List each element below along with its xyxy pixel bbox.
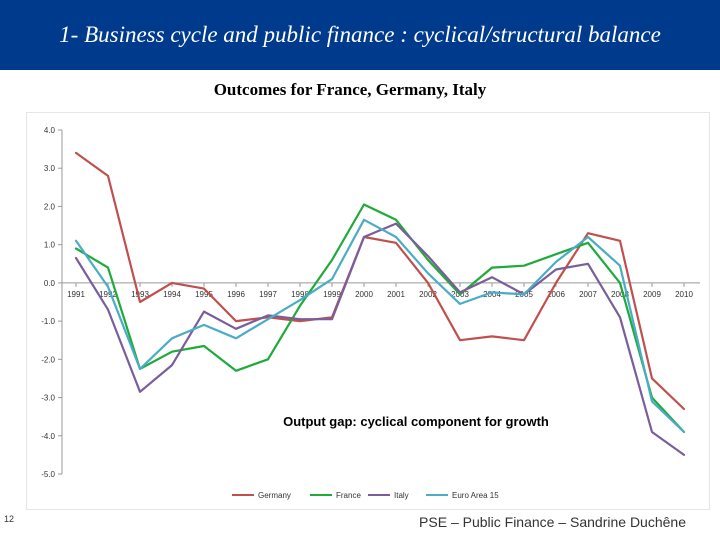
y-tick-label: -4.0 (41, 432, 55, 441)
series-line-euro-area-15 (74, 218, 686, 434)
output-gap-chart: 4.0 3.0 2.0 1.0 0.0 -1.0 -2.0 -3.0 -4.0 -5.0 1991 1… (41, 126, 700, 500)
chart-frame (26, 112, 710, 510)
legend-entry: Euro Area 15 (452, 491, 499, 500)
x-tick-label: 1993 (131, 290, 149, 299)
x-tick-label: 1998 (291, 290, 309, 299)
chart-title: Output gap: cyclical component for growt… (283, 414, 549, 429)
x-tick-label: 2010 (675, 290, 693, 299)
slide-title: 1- Business cycle and public finance : c… (59, 22, 661, 47)
x-tick-label: 2001 (387, 290, 405, 299)
slide-header: 1- Business cycle and public finance : c… (0, 0, 720, 70)
x-tick-label: 1991 (67, 290, 85, 299)
y-tick-label: -2.0 (41, 355, 55, 364)
x-tick-label: 2009 (643, 290, 661, 299)
x-tick-label: 2008 (611, 290, 629, 299)
legend-entry: France (336, 491, 361, 500)
x-tick-label: 2007 (579, 290, 597, 299)
y-tick-label: 0.0 (44, 279, 56, 288)
x-tick-label: 1996 (227, 290, 245, 299)
y-tick-label: 4.0 (44, 126, 56, 135)
slide-subtitle: Outcomes for France, Germany, Italy (213, 80, 487, 99)
y-tick-label: 3.0 (44, 164, 56, 173)
series-line-france (74, 203, 686, 434)
series-line-germany (74, 151, 686, 411)
page-number: 12 (4, 514, 15, 524)
x-tick-label: 1995 (195, 290, 213, 299)
x-tick-label: 1999 (323, 290, 341, 299)
y-tick-label: -5.0 (41, 470, 55, 479)
x-tick-label: 1992 (99, 290, 117, 299)
x-tick-label: 2000 (355, 290, 373, 299)
y-tick-label: -1.0 (41, 317, 55, 326)
x-tick-label: 2006 (547, 290, 565, 299)
legend-entry: Germany (258, 491, 291, 500)
legend-entry: Italy (394, 491, 409, 500)
series-line-italy (74, 222, 686, 456)
y-tick-label: -3.0 (41, 394, 55, 403)
y-tick-label: 1.0 (44, 241, 56, 250)
y-tick-label: 2.0 (44, 202, 56, 211)
x-tick-label: 1994 (163, 290, 181, 299)
x-tick-label: 2004 (483, 290, 501, 299)
footer-credit: PSE – Public Finance – Sandrine Duchêne (419, 514, 686, 530)
x-tick-label: 1997 (259, 290, 277, 299)
x-tick-label: 2002 (419, 290, 437, 299)
